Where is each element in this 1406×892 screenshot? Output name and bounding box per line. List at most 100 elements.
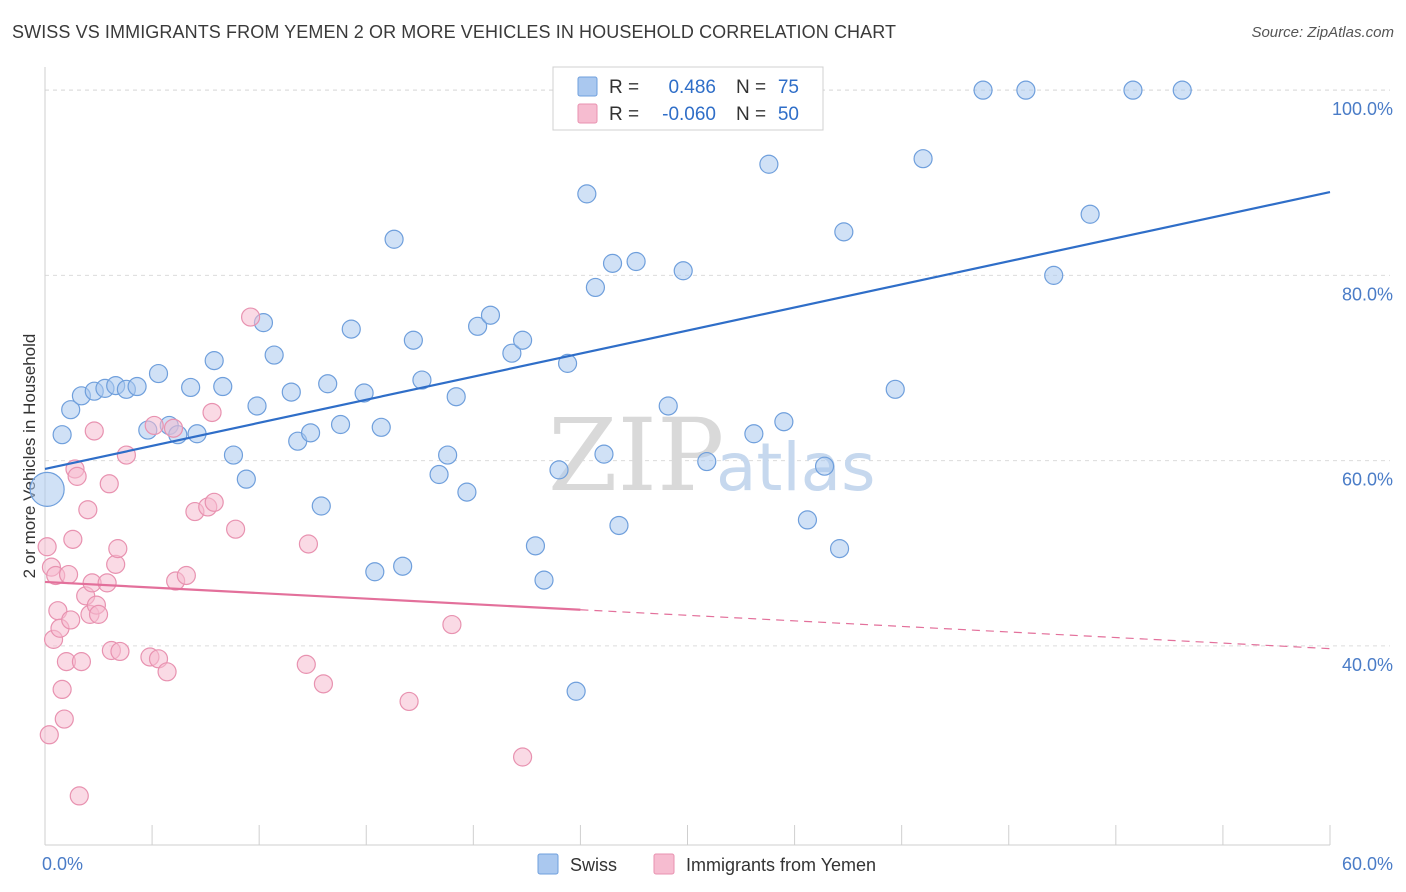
- yemen-point-18: [78, 500, 98, 520]
- swiss-point-22: [281, 382, 301, 402]
- swiss-point-38: [446, 387, 466, 407]
- stats-swiss-r-label: R =: [609, 77, 639, 98]
- y-tick-label-0: 100.0%: [1332, 99, 1393, 119]
- swiss-point-72: [1080, 204, 1100, 224]
- y-tick-label-2: 60.0%: [1342, 470, 1393, 490]
- swiss-point-19: [247, 396, 267, 416]
- swiss-point-18: [236, 469, 256, 489]
- yemen-trend-line: [44, 580, 581, 611]
- swiss-point-67: [885, 379, 905, 399]
- yemen-trend-line-dashed: [580, 609, 1331, 650]
- swiss-point-1: [52, 425, 72, 445]
- legend-swiss-swatch: [537, 853, 559, 875]
- yemen-point-11: [61, 610, 81, 630]
- legend-yemen-label: Immigrants from Yemen: [686, 855, 876, 875]
- yemen-point-10: [58, 564, 79, 585]
- swiss-point-40: [468, 316, 488, 336]
- stats-box: R = 0.486 N = 75 R = -0.060 N = 50: [552, 66, 824, 131]
- yemen-point-23: [88, 604, 109, 624]
- yemen-point-47: [399, 691, 419, 712]
- yemen-point-44: [296, 654, 316, 674]
- swiss-point-2: [61, 400, 81, 420]
- yemen-point-24: [97, 573, 117, 593]
- stats-yemen-n-label: N =: [736, 104, 766, 125]
- swiss-point-43: [512, 330, 533, 350]
- swiss-point-39: [457, 482, 477, 502]
- swiss-point-63: [797, 510, 818, 530]
- stats-swiss-swatch: [577, 76, 598, 97]
- swiss-point-35: [412, 370, 432, 390]
- stats-box-frame: [552, 66, 824, 131]
- stats-swiss-n-label: N =: [736, 77, 766, 98]
- yemen-point-35: [163, 418, 184, 438]
- yemen-point-42: [226, 519, 246, 539]
- swiss-point-51: [594, 444, 614, 464]
- swiss-point-52: [602, 253, 623, 273]
- x-tick-label-max: 60.0%: [1342, 854, 1393, 874]
- yemen-point-25: [99, 474, 119, 494]
- yemen-point-8: [54, 709, 74, 729]
- swiss-point-28: [341, 319, 361, 339]
- legend: Swiss Immigrants from Yemen: [537, 853, 876, 875]
- swiss-point-26: [318, 374, 338, 394]
- yemen-point-40: [202, 402, 222, 423]
- swiss-point-30: [365, 562, 385, 582]
- swiss-point-17: [223, 445, 244, 465]
- swiss-point-59: [744, 424, 764, 444]
- y-axis-title: 2 or more Vehicles in Household: [20, 334, 39, 579]
- y-tick-labels: 100.0% 80.0% 60.0% 40.0%: [1332, 99, 1393, 675]
- swiss-point-68: [913, 149, 933, 169]
- yemen-point-15: [69, 786, 89, 806]
- swiss-points: [29, 80, 1192, 701]
- watermark-atlas: atlas: [716, 429, 876, 506]
- swiss-point-34: [403, 330, 423, 350]
- swiss-point-8: [127, 376, 147, 397]
- yemen-point-43: [241, 307, 261, 327]
- swiss-point-29: [354, 383, 374, 403]
- yemen-point-14: [67, 466, 87, 486]
- yemen-point-28: [108, 539, 128, 559]
- swiss-point-24: [300, 423, 321, 443]
- swiss-point-25: [311, 496, 331, 516]
- yemen-point-1: [39, 725, 59, 745]
- swiss-point-57: [697, 451, 717, 472]
- stats-yemen-n-value: 50: [778, 104, 799, 125]
- yemen-point-45: [298, 534, 319, 554]
- yemen-points: [37, 307, 533, 806]
- swiss-point-46: [549, 460, 569, 480]
- swiss-point-36: [429, 464, 449, 485]
- yemen-point-0: [37, 537, 57, 557]
- legend-swiss-label: Swiss: [570, 855, 617, 875]
- swiss-point-65: [829, 539, 850, 559]
- swiss-point-69: [973, 80, 993, 100]
- swiss-point-60: [759, 154, 779, 174]
- yemen-point-7: [52, 679, 72, 700]
- stats-yemen-swatch: [577, 103, 598, 124]
- swiss-point-42: [502, 343, 522, 363]
- y-tick-label-3: 40.0%: [1342, 655, 1393, 675]
- yemen-point-41: [204, 492, 224, 512]
- swiss-point-61: [774, 412, 794, 432]
- yemen-point-37: [176, 565, 196, 586]
- source-label: Source: ZipAtlas.com: [1251, 24, 1394, 41]
- swiss-point-55: [658, 396, 678, 416]
- yemen-point-32: [144, 415, 164, 436]
- yemen-point-12: [63, 529, 83, 549]
- trend-lines: [44, 190, 1331, 650]
- swiss-point-56: [673, 261, 693, 281]
- swiss-point-41: [480, 305, 501, 325]
- swiss-point-48: [566, 681, 586, 701]
- swiss-point-14: [181, 377, 201, 398]
- watermark-zip: ZIP: [548, 397, 724, 514]
- yemen-point-29: [110, 641, 130, 662]
- stats-swiss-r-value: 0.486: [668, 77, 716, 98]
- chart-title: SWISS VS IMMIGRANTS FROM YEMEN 2 OR MORE…: [12, 22, 897, 42]
- swiss-point-15: [204, 351, 224, 371]
- yemen-point-46: [313, 674, 334, 694]
- swiss-point-66: [834, 222, 854, 242]
- swiss-point-21: [264, 345, 284, 365]
- y-tick-label-1: 80.0%: [1342, 284, 1393, 304]
- yemen-point-48: [442, 614, 462, 635]
- swiss-point-32: [384, 229, 404, 249]
